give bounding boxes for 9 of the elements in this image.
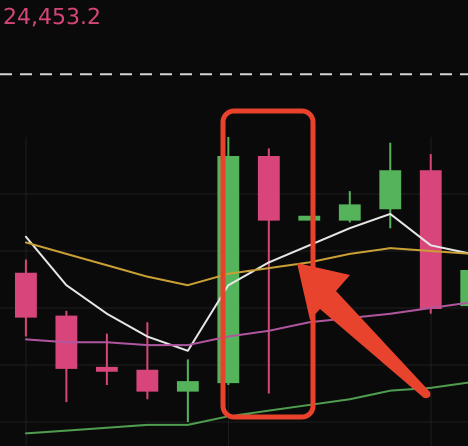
- text: 24,453.2: [3, 5, 101, 30]
- candlestick: [379, 142, 402, 230]
- candlestick: [55, 310, 78, 404]
- candlestick: [176, 358, 199, 424]
- candlestick: [96, 332, 118, 386]
- candlestick: [338, 190, 361, 224]
- candlestick: [258, 147, 280, 395]
- candlestick: [136, 321, 158, 400]
- candlestick: [14, 258, 37, 338]
